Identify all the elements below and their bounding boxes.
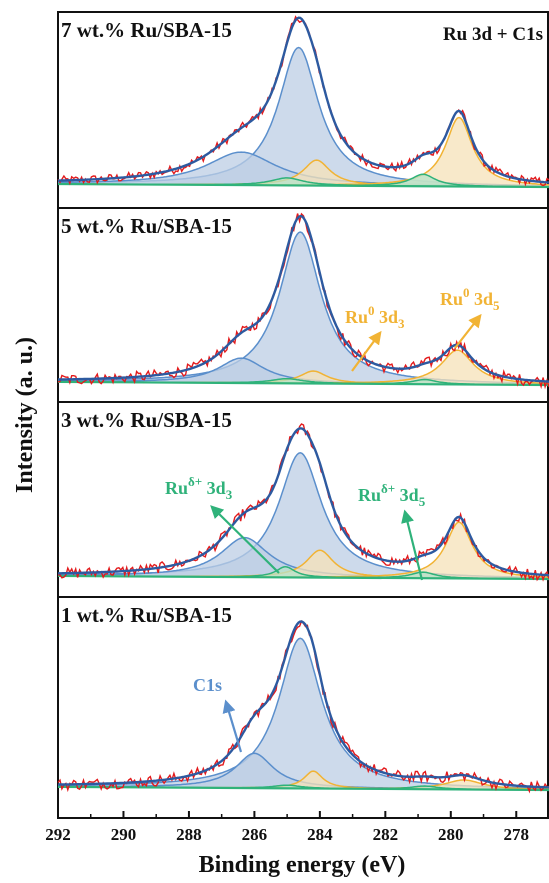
peak-area-c1s	[58, 232, 549, 385]
xps-panel: 7 wt.% Ru/SBA-15 Ru 3d + C1s	[57, 11, 549, 209]
annotation-label: Ruδ+ 3d3	[165, 474, 233, 502]
x-tick-label: 290	[111, 825, 137, 844]
fitted-envelope	[58, 214, 549, 383]
peak-area-ru0	[58, 350, 549, 385]
chart-title: Ru 3d + C1s	[443, 24, 543, 45]
xps-panel: 5 wt.% Ru/SBA-15	[57, 207, 549, 403]
peak-area-rud	[58, 378, 549, 385]
annotation-arrow	[351, 330, 382, 372]
xps-panel: 1 wt.% Ru/SBA-15	[57, 596, 549, 819]
annotation-arrow	[222, 699, 243, 753]
peak-area-ru0	[58, 771, 549, 790]
x-tick-label: 278	[504, 825, 530, 844]
panel-label: 5 wt.% Ru/SBA-15	[61, 214, 232, 238]
annotation-label: Ru0 3d3	[345, 303, 405, 331]
peak-area-c1s	[58, 638, 549, 790]
annotation-arrow	[210, 505, 280, 574]
peak-area-ru0	[58, 522, 549, 579]
annotation-label: Ru0 3d5	[440, 285, 500, 313]
raw-spectrum	[57, 212, 549, 390]
peak-area-ru0	[58, 371, 549, 385]
x-axis-title: Binding energy (eV)	[199, 852, 406, 878]
panel-label: 3 wt.% Ru/SBA-15	[61, 408, 232, 432]
fitted-envelope	[58, 427, 549, 577]
x-tick-label: 286	[242, 825, 268, 844]
peak-area-c1s	[58, 152, 549, 187]
panels-layer: 7 wt.% Ru/SBA-15 Ru 3d + C1s 5 wt.% Ru/SBA…	[57, 11, 549, 819]
background-line	[57, 380, 549, 387]
x-tick-label: 282	[373, 825, 399, 844]
background-line	[57, 182, 549, 189]
annotation-label: Ruδ+ 3d5	[358, 481, 426, 509]
panel-frame	[57, 596, 549, 819]
annotation-arrow	[401, 509, 424, 581]
peak-area-ru0	[58, 160, 549, 187]
panel-label: 1 wt.% Ru/SBA-15	[61, 603, 232, 627]
x-tick-label: 288	[176, 825, 202, 844]
x-tick-label: 292	[45, 825, 71, 844]
peak-area-ru0	[58, 117, 549, 187]
fitted-envelope	[58, 16, 549, 184]
peak-area-c1s	[58, 452, 549, 579]
panel-label: 7 wt.% Ru/SBA-15	[61, 18, 232, 42]
annotations-layer: Ru0 3d3 Ru0 3d5 Ruδ+ 3d3 Ruδ+ 3d5 C1s	[165, 285, 500, 753]
annotation-label: C1s	[193, 675, 222, 695]
peak-area-c1s	[58, 47, 549, 187]
fitted-envelope	[57, 620, 549, 789]
x-axis: 292 290 288 286 284 282 280 278	[45, 811, 529, 844]
x-tick-label: 280	[438, 825, 464, 844]
xps-panel: 3 wt.% Ru/SBA-15	[57, 401, 549, 598]
background-line	[57, 574, 549, 581]
background-line	[57, 785, 549, 792]
peak-area-rud	[58, 174, 549, 187]
x-tick-label: 284	[307, 825, 333, 844]
annotation-arrow	[454, 313, 482, 349]
y-axis-title: Intensity (a. u.)	[12, 337, 38, 493]
